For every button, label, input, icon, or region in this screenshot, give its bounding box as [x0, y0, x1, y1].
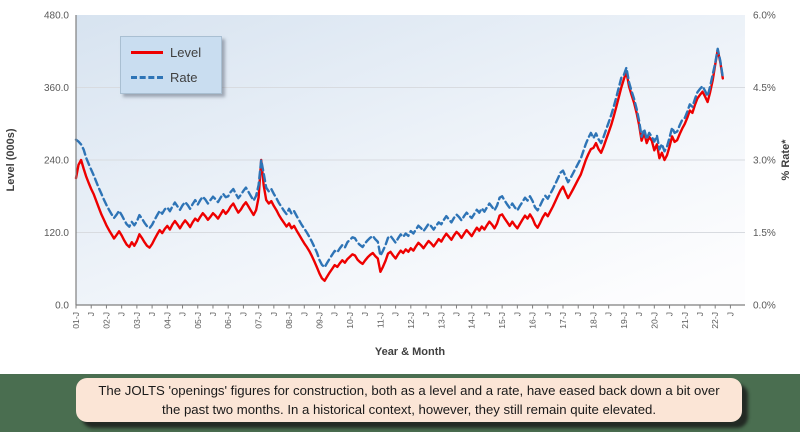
x-tick-label: J	[178, 312, 188, 316]
x-tick-label: 16-J	[528, 312, 538, 329]
level-series-line	[74, 48, 724, 282]
x-tick-label: 15-J	[497, 312, 507, 329]
rate-series-line	[74, 47, 724, 269]
x-tick-label: 05-J	[193, 312, 203, 329]
x-tick-label: J	[634, 312, 644, 316]
x-tick-label: 09-J	[315, 312, 325, 329]
y-right-tick-label: 4.5%	[753, 83, 776, 94]
x-tick-label: 07-J	[254, 312, 264, 329]
rate-line-swatch-icon	[131, 76, 163, 79]
x-axis-labels: 01-J J 02-J J 03-J J 04-J J 05-J J 06-J J 07-J J 08-J J…	[71, 305, 735, 329]
y-axis-right-labels: 6.0% 4.5% 3.0% 1.5% 0.0%	[753, 11, 776, 312]
x-tick-label: J	[330, 312, 340, 316]
y-left-axis-title: Level (000s)	[5, 128, 17, 191]
y-left-tick-label: 240.0	[44, 156, 69, 167]
x-tick-label: 12-J	[406, 312, 416, 329]
y-right-tick-label: 6.0%	[753, 11, 776, 22]
y-right-axis-title: % Rate*	[780, 139, 792, 181]
x-tick-label: 02-J	[101, 312, 111, 329]
level-line-swatch-icon	[131, 51, 163, 54]
x-tick-label: J	[86, 312, 96, 316]
x-tick-label: J	[695, 312, 705, 316]
x-tick-label: 04-J	[162, 312, 172, 329]
x-tick-label: 22-J	[710, 312, 720, 329]
legend-item-level: Level	[131, 45, 211, 60]
x-tick-label: J	[665, 312, 675, 316]
series-lines	[74, 47, 724, 282]
x-tick-label: 18-J	[588, 312, 598, 329]
x-tick-label: 19-J	[619, 312, 629, 329]
x-tick-label: J	[573, 312, 583, 316]
y-right-tick-label: 1.5%	[753, 228, 776, 239]
x-tick-label: J	[238, 312, 248, 316]
legend: Level Rate	[120, 36, 222, 94]
x-tick-label: J	[391, 312, 401, 316]
y-left-tick-label: 480.0	[44, 11, 69, 22]
x-tick-label: 03-J	[132, 312, 142, 329]
x-tick-label: J	[117, 312, 127, 316]
x-tick-label: 10-J	[345, 312, 355, 329]
x-tick-label: J	[360, 312, 370, 316]
x-tick-label: J	[482, 312, 492, 316]
y-axis-left-labels: 480.0 360.0 240.0 120.0 0.0	[44, 11, 69, 312]
legend-label-level: Level	[170, 45, 202, 60]
x-tick-label: J	[147, 312, 157, 316]
y-left-tick-label: 360.0	[44, 83, 69, 94]
caption-text: The JOLTS 'openings' figures for constru…	[98, 382, 720, 417]
footer-band: The JOLTS 'openings' figures for constru…	[0, 374, 800, 432]
x-tick-label: J	[725, 312, 735, 316]
x-tick-label: 08-J	[284, 312, 294, 329]
x-tick-label: 13-J	[436, 312, 446, 329]
x-tick-label: 01-J	[71, 312, 81, 329]
x-tick-label: J	[604, 312, 614, 316]
caption-box: The JOLTS 'openings' figures for constru…	[76, 378, 742, 422]
x-tick-label: J	[543, 312, 553, 316]
x-tick-label: J	[512, 312, 522, 316]
legend-label-rate: Rate	[170, 70, 198, 85]
x-tick-label: 06-J	[223, 312, 233, 329]
x-tick-label: J	[299, 312, 309, 316]
x-tick-label: 11-J	[375, 312, 385, 328]
y-right-tick-label: 0.0%	[753, 301, 776, 312]
x-tick-label: 21-J	[680, 312, 690, 329]
x-tick-label: J	[208, 312, 218, 316]
y-left-tick-label: 0.0	[55, 301, 69, 312]
x-tick-label: 17-J	[558, 312, 568, 329]
x-tick-label: J	[421, 312, 431, 316]
x-tick-label: 20-J	[649, 312, 659, 329]
y-right-tick-label: 3.0%	[753, 156, 776, 167]
x-tick-label: J	[269, 312, 279, 316]
x-tick-label: 14-J	[467, 312, 477, 329]
x-tick-label: J	[451, 312, 461, 316]
legend-item-rate: Rate	[131, 70, 211, 85]
y-left-tick-label: 120.0	[44, 228, 69, 239]
x-axis-title: Year & Month	[375, 346, 446, 358]
